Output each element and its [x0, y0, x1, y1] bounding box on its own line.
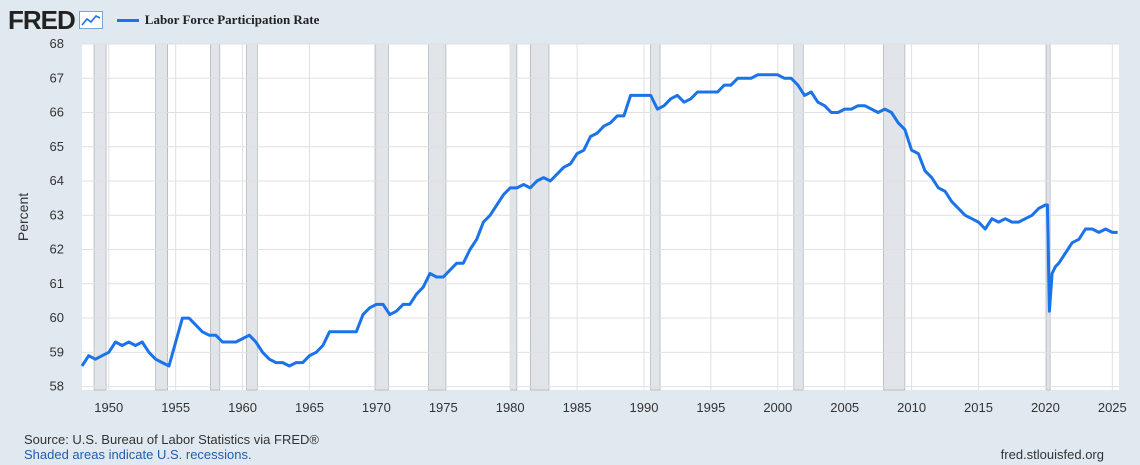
- x-tick-label: 1970: [362, 400, 391, 415]
- x-tick-label: 1980: [496, 400, 525, 415]
- y-tick-label: 58: [50, 379, 64, 394]
- y-tick-label: 66: [50, 105, 64, 120]
- x-tick-label: 2010: [897, 400, 926, 415]
- y-tick-label: 67: [50, 70, 64, 85]
- x-tick-label: 1960: [228, 400, 257, 415]
- recession-band: [509, 43, 518, 391]
- x-tick-label: 1965: [295, 400, 324, 415]
- series-line[interactable]: [80, 73, 1118, 368]
- y-axis-label: Percent: [15, 193, 31, 241]
- recession-band: [883, 43, 906, 391]
- gridlines: [82, 43, 1119, 390]
- series-group: [80, 73, 1118, 368]
- y-tick-label: 61: [50, 276, 64, 291]
- y-tick-label: 63: [50, 207, 64, 222]
- x-axis-ticks: 1950 1955 1960 1965 1970 1975 1980 1985 1990 1995…: [94, 400, 1126, 415]
- source-note: Source: U.S. Bureau of Labor Statistics …: [24, 432, 319, 447]
- y-tick-label: 68: [50, 36, 64, 51]
- chart-header: FRED Labor Force Participation Rate: [8, 4, 319, 36]
- x-tick-label: 2020: [1031, 400, 1060, 415]
- y-tick-label: 64: [50, 173, 64, 188]
- x-tick-label: 1985: [563, 400, 592, 415]
- x-tick-label: 2005: [830, 400, 859, 415]
- x-tick-label: 1995: [696, 400, 725, 415]
- y-axis-ticks: 58 59 60 61 62 63 64 65 66 67 68: [50, 36, 64, 394]
- recession-band: [374, 43, 389, 391]
- x-tick-label: 1950: [94, 400, 123, 415]
- recession-band: [529, 43, 550, 391]
- chart-legend: Labor Force Participation Rate: [116, 12, 320, 28]
- x-tick-label: 2015: [964, 400, 993, 415]
- site-url[interactable]: fred.stlouisfed.org: [1000, 447, 1104, 462]
- x-tick-label: 2025: [1098, 400, 1127, 415]
- fred-logo[interactable]: FRED: [8, 5, 76, 35]
- x-tick-label: 1955: [161, 400, 190, 415]
- plot-area: [82, 44, 1119, 390]
- recession-band: [155, 43, 168, 391]
- line-chart-icon: [78, 11, 103, 29]
- footer-notes: Source: U.S. Bureau of Labor Statistics …: [24, 432, 319, 462]
- x-tick-label: 2000: [763, 400, 792, 415]
- recession-band: [793, 43, 804, 391]
- x-tick-label: 1975: [429, 400, 458, 415]
- y-tick-label: 65: [50, 139, 64, 154]
- y-tick-label: 59: [50, 344, 64, 359]
- y-tick-label: 62: [50, 242, 64, 257]
- recession-note[interactable]: Shaded areas indicate U.S. recessions.: [24, 447, 252, 462]
- legend-label[interactable]: Labor Force Participation Rate: [144, 12, 320, 27]
- y-tick-label: 60: [50, 310, 64, 325]
- x-tick-label: 1990: [630, 400, 659, 415]
- recession-band: [93, 43, 107, 391]
- recession-shading: [93, 43, 1051, 391]
- legend-swatch: [116, 18, 139, 22]
